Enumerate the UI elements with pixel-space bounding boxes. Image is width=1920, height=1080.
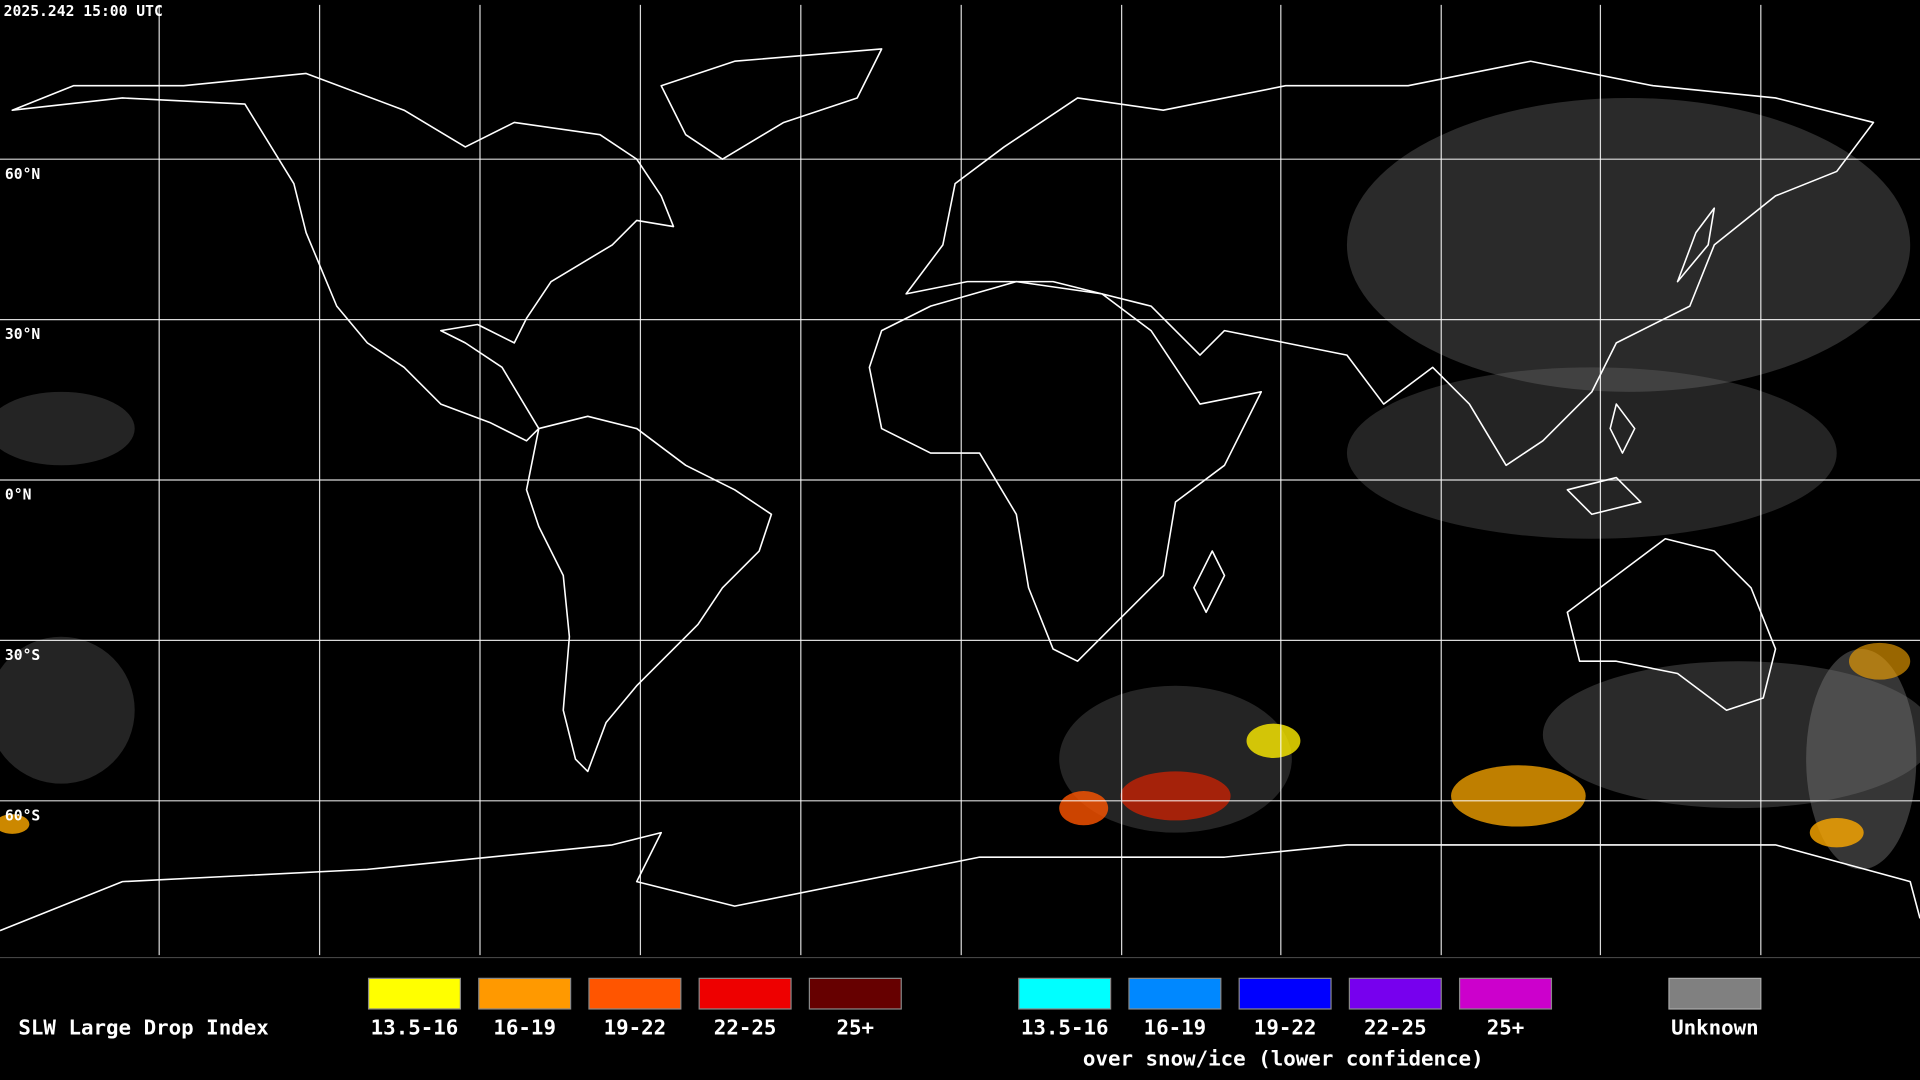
coastline <box>11 72 675 442</box>
drop-area <box>1848 642 1911 680</box>
legend-swatch <box>588 977 682 1010</box>
drop-area <box>1246 723 1301 758</box>
legend-swatch <box>1128 977 1222 1010</box>
legend-label: 16-19 <box>493 1016 556 1040</box>
data-field <box>0 97 1920 870</box>
coastline <box>525 415 773 773</box>
unknown-area <box>1346 97 1911 392</box>
legend-label: 19-22 <box>604 1016 667 1040</box>
legend-swatch <box>1018 977 1112 1010</box>
drop-area <box>0 814 30 834</box>
legend-label: 22-25 <box>1364 1016 1427 1040</box>
legend-swatch <box>367 977 462 1010</box>
timestamp: 2025.242 15:00 UTC <box>4 3 163 20</box>
graticule <box>0 4 1920 956</box>
legend-label: 19-22 <box>1254 1016 1317 1040</box>
legend-label: 25+ <box>1487 1016 1525 1040</box>
legend-swatch <box>698 977 792 1010</box>
legend-note: over snow/ice (lower confidence) <box>1083 1046 1484 1070</box>
legend-swatch <box>1348 977 1442 1010</box>
coastline <box>1193 550 1226 614</box>
drop-area <box>1451 765 1586 827</box>
legend-title: SLW Large Drop Index <box>18 1016 268 1040</box>
drop-area <box>1809 817 1864 848</box>
legend-swatch <box>1238 977 1332 1010</box>
legend-swatch <box>478 977 572 1010</box>
legend-label: 13.5-16 <box>371 1016 459 1040</box>
coastline <box>660 48 883 160</box>
unknown-area <box>1806 648 1917 870</box>
latitude-label: 30°N <box>5 326 40 343</box>
legend-swatch <box>1668 977 1762 1010</box>
coastlines <box>0 48 1920 932</box>
legend-label: 16-19 <box>1144 1016 1207 1040</box>
legend-label: 25+ <box>837 1016 875 1040</box>
coastline <box>905 60 1875 467</box>
unknown-area <box>1346 367 1837 539</box>
drop-area <box>1059 791 1109 826</box>
latitude-label: 60°S <box>5 807 40 824</box>
latitude-label: 60°N <box>5 166 40 183</box>
coastline <box>868 280 1263 663</box>
drop-area <box>1120 771 1231 821</box>
unknown-area <box>1059 685 1292 833</box>
legend-swatch <box>1458 977 1553 1010</box>
latitude-label: 30°S <box>5 647 40 664</box>
unknown-area <box>0 391 135 466</box>
legend-label: 22-25 <box>714 1016 777 1040</box>
unknown-area <box>0 636 135 784</box>
legend-label: Unknown <box>1671 1016 1759 1040</box>
unknown-area <box>1542 661 1920 809</box>
latitude-label: 0°N <box>5 487 32 504</box>
legend-label: 13.5-16 <box>1021 1016 1109 1040</box>
coastline <box>1566 537 1777 712</box>
coastline <box>0 831 1920 932</box>
legend-swatch <box>808 977 902 1010</box>
